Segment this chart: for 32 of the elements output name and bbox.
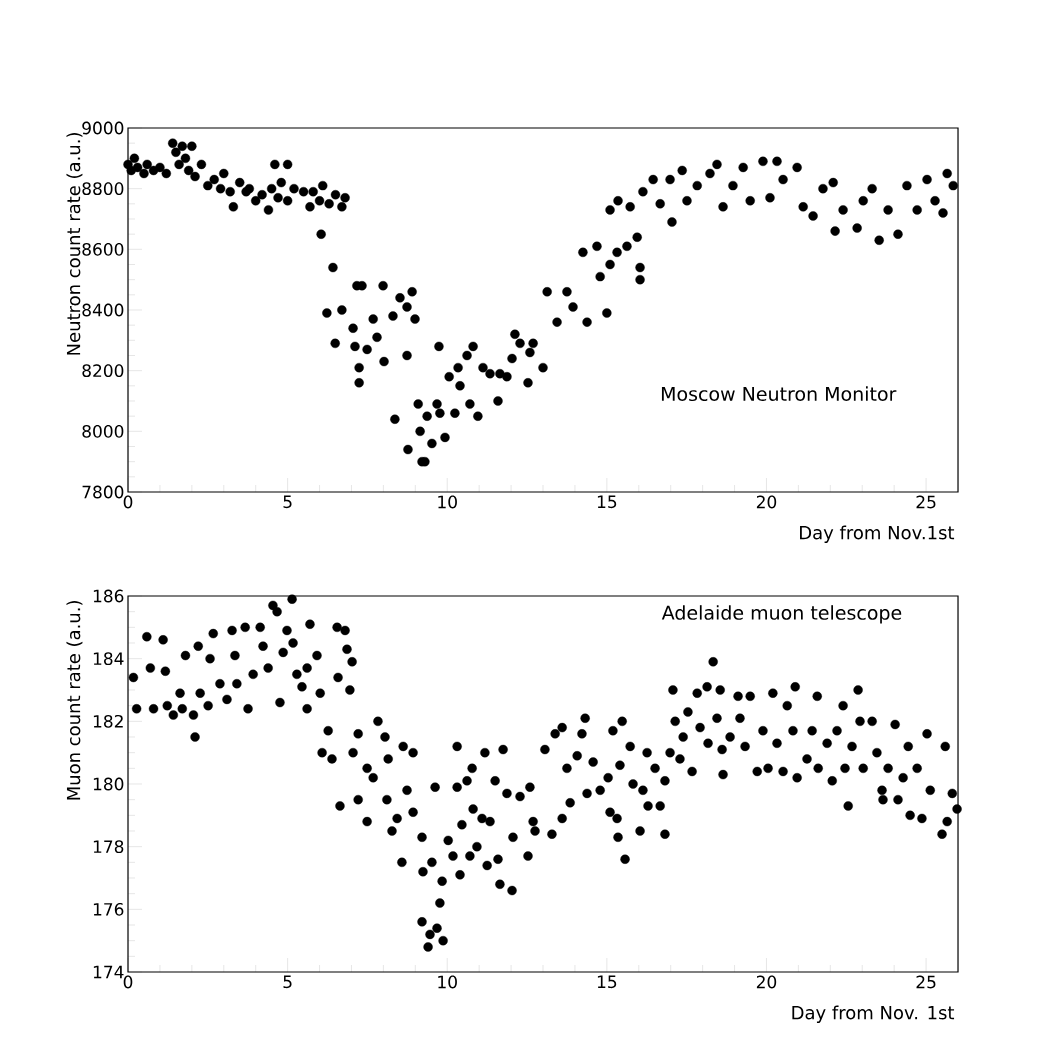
x-tick-label: 0 <box>123 975 133 989</box>
y-tick-label: 9000 <box>82 121 124 135</box>
y-tick-label: 178 <box>93 840 124 854</box>
x-tick-label: 20 <box>756 495 777 509</box>
x-tick-label: 20 <box>756 975 777 989</box>
y-tick-label: 182 <box>93 714 123 728</box>
y-tick-label: 8600 <box>82 242 124 256</box>
x-tick-label: 10 <box>438 975 457 989</box>
y-tick-label: 174 <box>93 965 124 979</box>
y-tick-label: 8000 <box>82 424 124 438</box>
x-axis-title: Day from Nov.1st <box>800 525 955 543</box>
y-tick-label: 176 <box>93 902 124 916</box>
y-tick-label: 8200 <box>82 364 124 378</box>
x-tick-label: 25 <box>916 495 936 509</box>
x-tick-label: 10 <box>438 495 457 509</box>
y-tick-label: 186 <box>93 589 124 603</box>
y-tick-label: 7800 <box>82 485 124 499</box>
annotation: Adelaide muon telescope <box>661 605 902 624</box>
y-tick-label: 8400 <box>82 303 124 317</box>
x-tick-label: 0 <box>123 495 133 509</box>
y-tick-label: 8800 <box>82 182 124 196</box>
y-tick-label: 184 <box>93 652 124 666</box>
annotation: Moscow Neutron Monitor <box>661 386 897 402</box>
x-tick-label: 15 <box>597 495 617 509</box>
x-tick-label: 5 <box>283 975 292 989</box>
x-tick-label: 25 <box>916 975 936 989</box>
y-axis-title: Muon count rate (a.u.) <box>66 601 83 800</box>
y-axis-title: Neutron count rate (a.u.) <box>66 133 83 355</box>
x-tick-label: 5 <box>283 495 292 509</box>
x-axis-title: Day from Nov. 1st <box>792 1005 955 1023</box>
x-tick-label: 15 <box>597 975 617 989</box>
y-tick-label: 180 <box>93 777 124 791</box>
